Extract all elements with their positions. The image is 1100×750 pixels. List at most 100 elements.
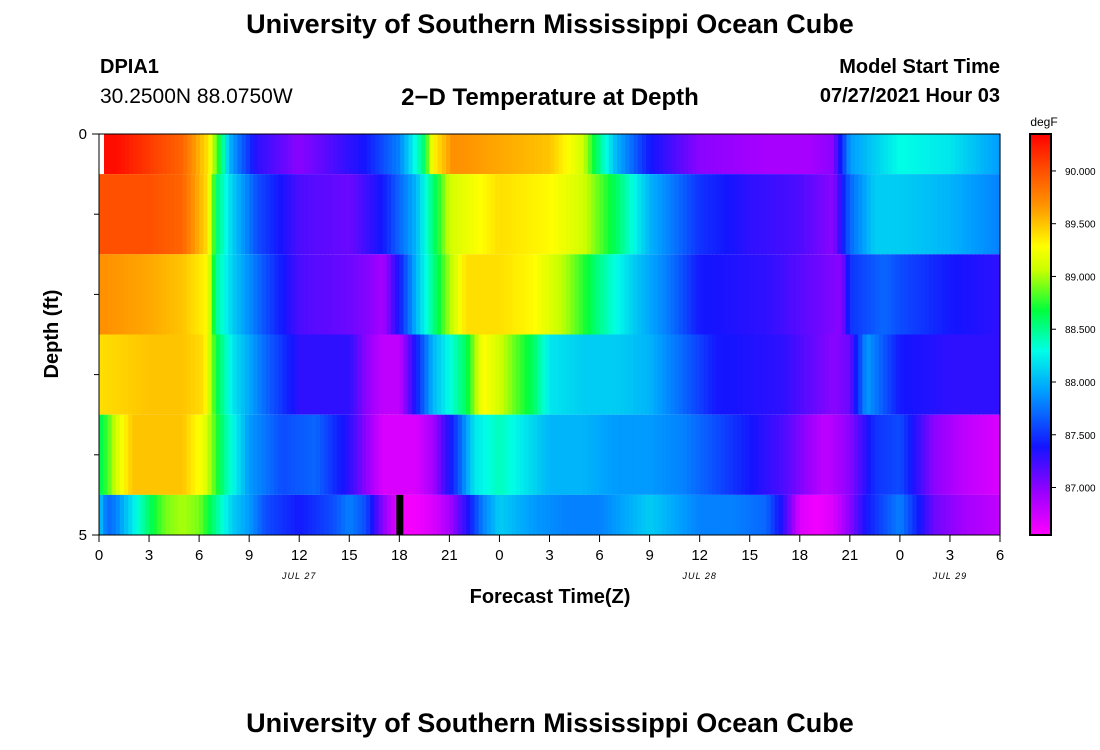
heat-cell <box>979 414 984 495</box>
heat-cell <box>533 134 539 175</box>
heat-cell <box>699 334 705 415</box>
heat-cell <box>270 174 275 255</box>
heat-cell <box>592 134 597 175</box>
heat-cell <box>674 174 680 255</box>
heat-cell <box>938 134 944 175</box>
heat-cell <box>115 174 121 255</box>
x-axis: 0 3 6 9 12 15 18 21 0 3 6 9 12 15 18 21 0 3 6 JUL 27 JUL 28 J… <box>95 535 1004 581</box>
heat-cell <box>303 174 309 255</box>
heat-cell <box>378 334 384 415</box>
heat-cell <box>662 174 667 255</box>
heat-cell <box>679 134 685 175</box>
heat-cell <box>803 494 809 535</box>
heat-cell <box>111 254 117 335</box>
heat-cell <box>653 494 659 535</box>
heat-cell <box>336 334 342 415</box>
heat-cell <box>628 174 634 255</box>
heat-cell <box>958 174 964 255</box>
heat-cell <box>107 334 113 415</box>
heat-cell <box>144 494 150 535</box>
heat-cell <box>411 334 417 415</box>
heat-cell <box>929 494 934 535</box>
heat-cell <box>670 254 676 335</box>
heat-cell <box>970 174 976 255</box>
heat-cell <box>199 414 204 495</box>
heat-cell <box>374 414 380 495</box>
heat-cell <box>408 134 414 175</box>
heat-cell <box>436 254 442 335</box>
heat-cell <box>145 134 151 175</box>
heat-cell <box>771 134 777 175</box>
heat-cell <box>370 334 375 415</box>
heat-cell <box>824 334 830 415</box>
heat-cell <box>115 494 121 535</box>
heat-cell <box>186 414 192 495</box>
heat-cell <box>574 414 580 495</box>
heat-cell <box>607 494 613 535</box>
heat-cell <box>466 494 471 535</box>
heat-cell <box>357 334 363 415</box>
heat-cell <box>892 134 898 175</box>
heat-cell <box>350 134 355 175</box>
heat-cell <box>570 414 576 495</box>
heat-cell <box>362 134 368 175</box>
heat-cell <box>449 254 455 335</box>
heat-cell <box>445 174 450 255</box>
heat-cell <box>804 134 810 175</box>
heat-cell <box>641 494 647 535</box>
heat-cell <box>536 494 542 535</box>
model-start-value: 07/27/2021 Hour 03 <box>819 85 1000 107</box>
heat-cell <box>708 254 713 335</box>
heat-cell <box>446 134 451 175</box>
heat-cell <box>984 134 989 175</box>
heat-cell <box>357 174 363 255</box>
heat-cell <box>632 414 638 495</box>
heat-cell <box>304 134 309 175</box>
heat-cell <box>833 334 838 415</box>
heat-cell <box>603 414 609 495</box>
heat-cell <box>629 134 635 175</box>
heat-cell <box>716 334 722 415</box>
heat-cell <box>403 254 409 335</box>
heat-cell <box>570 254 576 335</box>
heat-cell <box>870 494 876 535</box>
heat-cell <box>837 174 843 255</box>
colorbar-tick-label: 87.000 <box>1065 484 1096 495</box>
heat-cell <box>290 174 296 255</box>
x-tick-label: 12 <box>691 547 708 564</box>
heat-cell <box>374 334 380 415</box>
heat-cell <box>328 174 334 255</box>
heat-cell <box>670 414 676 495</box>
heat-cell <box>236 414 242 495</box>
heat-cell <box>428 494 434 535</box>
heat-cell <box>457 254 463 335</box>
heat-cell <box>657 334 663 415</box>
heat-cell <box>516 414 521 495</box>
heat-cell <box>595 414 601 495</box>
heat-cell <box>628 254 634 335</box>
heat-cell <box>395 254 400 335</box>
heat-cell <box>695 494 701 535</box>
heat-cell <box>933 254 939 335</box>
heat-cell <box>190 174 196 255</box>
heat-cell <box>958 414 964 495</box>
heat-cell <box>821 134 827 175</box>
heat-cell <box>612 174 617 255</box>
heat-cell <box>219 494 225 535</box>
heat-cell <box>703 414 709 495</box>
heat-cell <box>929 254 934 335</box>
heat-cell <box>745 254 751 335</box>
heat-cell <box>708 174 713 255</box>
heat-cell <box>899 254 905 335</box>
heat-cell <box>678 334 684 415</box>
heat-cell <box>787 494 793 535</box>
heat-cell <box>733 494 738 535</box>
heat-cell <box>257 254 263 335</box>
heat-cell <box>799 174 805 255</box>
heat-cell <box>111 414 117 495</box>
heat-cell <box>595 174 601 255</box>
heat-cell <box>224 174 229 255</box>
heat-cell <box>849 494 855 535</box>
x-tick-label: 15 <box>341 547 358 564</box>
